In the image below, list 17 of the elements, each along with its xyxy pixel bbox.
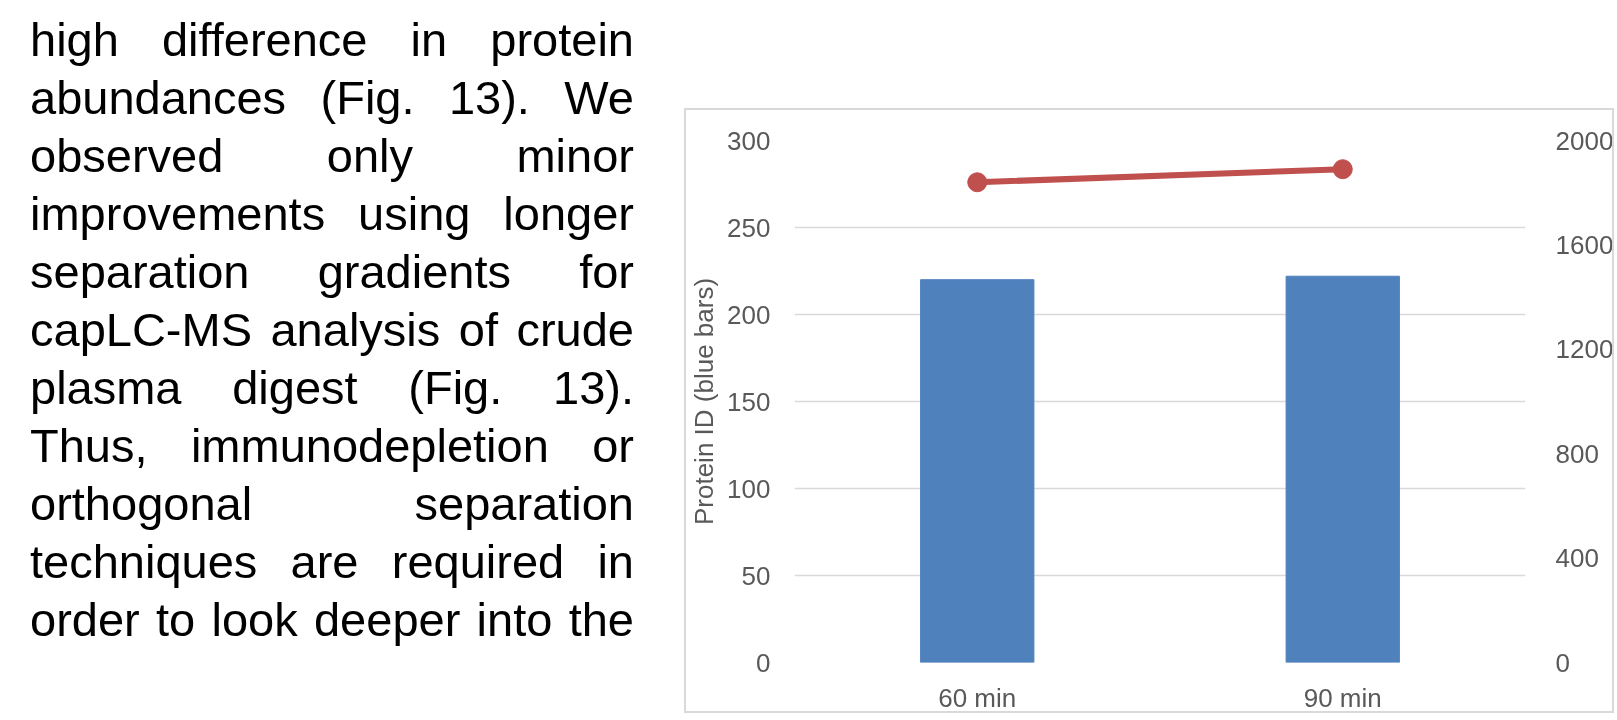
x-tick-label: 90 min [1303,682,1382,713]
y-tick-label: 0 [756,647,771,678]
text: high difference in protein abundances (Fig. 13). We observed only minor improvements using longer separation gradients for capLC-MS analysis of crude plasma digest (Fig. 13). Thus, immunodepletion or orthogonal separation techniques are required in order to look deeper into the [30,13,634,646]
y2-tick-label: 2000 [1555,125,1614,156]
y2-tick-label: 0 [1555,647,1570,678]
y2-tick-label: 800 [1555,438,1599,469]
y-tick-label: 100 [727,473,771,504]
y2-tick-label: 1200 [1555,334,1614,365]
x-tick-label: 60 min [938,682,1017,713]
y2-tick-label: 400 [1555,543,1599,574]
y-axis-title: Protein ID (blue bars) [689,277,720,526]
y-tick-label: 200 [727,299,771,330]
y2-tick-label: 1600 [1555,229,1614,260]
y-tick-label: 250 [727,212,771,243]
y-tick-label: 50 [741,560,771,591]
y-tick-label: 300 [727,125,771,156]
y-tick-label: 150 [727,386,771,417]
